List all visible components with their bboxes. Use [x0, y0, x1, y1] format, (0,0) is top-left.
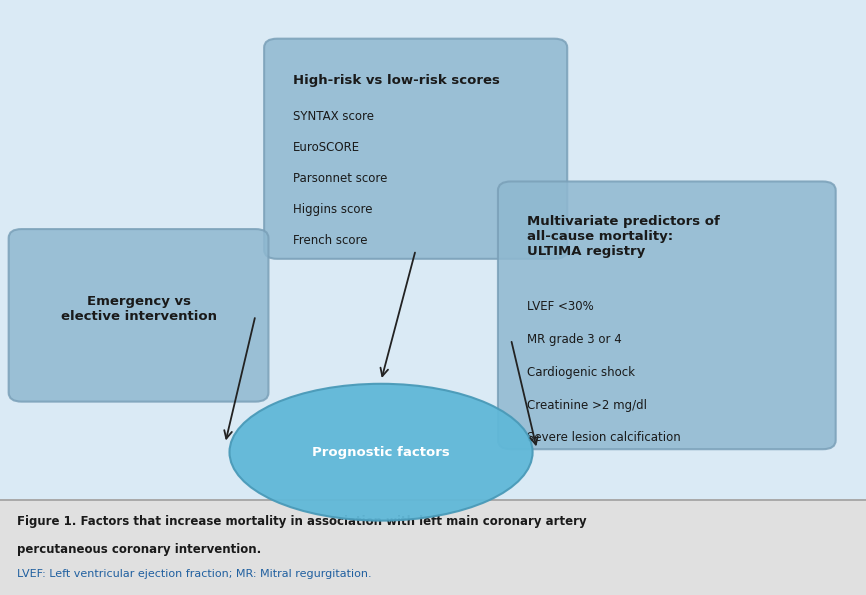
Text: Parsonnet score: Parsonnet score [293, 172, 387, 185]
Text: percutaneous coronary intervention.: percutaneous coronary intervention. [17, 543, 262, 556]
Text: Multivariate predictors of
all-cause mortality:
ULTIMA registry: Multivariate predictors of all-cause mor… [527, 215, 720, 258]
Text: LVEF <30%: LVEF <30% [527, 300, 593, 314]
Text: Cardiogenic shock: Cardiogenic shock [527, 366, 635, 379]
Bar [0, 501, 866, 595]
FancyBboxPatch shape [9, 229, 268, 402]
Text: French score: French score [293, 234, 367, 247]
FancyBboxPatch shape [498, 181, 836, 449]
Text: High-risk vs low-risk scores: High-risk vs low-risk scores [293, 74, 500, 87]
Text: Emergency vs
elective intervention: Emergency vs elective intervention [61, 295, 216, 324]
Bar [0, 499, 866, 501]
FancyBboxPatch shape [264, 39, 567, 259]
Text: LVEF: Left ventricular ejection fraction; MR: Mitral regurgitation.: LVEF: Left ventricular ejection fraction… [17, 569, 372, 579]
Text: SYNTAX score: SYNTAX score [293, 110, 374, 123]
Text: Prognostic factors: Prognostic factors [312, 446, 450, 459]
Text: Higgins score: Higgins score [293, 203, 372, 216]
Text: MR grade 3 or 4: MR grade 3 or 4 [527, 333, 621, 346]
Text: Figure 1. Factors that increase mortality in association with left main coronary: Figure 1. Factors that increase mortalit… [17, 515, 587, 528]
Text: EuroSCORE: EuroSCORE [293, 141, 360, 154]
Ellipse shape [229, 384, 533, 521]
Text: Creatinine >2 mg/dl: Creatinine >2 mg/dl [527, 399, 647, 412]
Text: Severe lesion calcification: Severe lesion calcification [527, 431, 681, 444]
